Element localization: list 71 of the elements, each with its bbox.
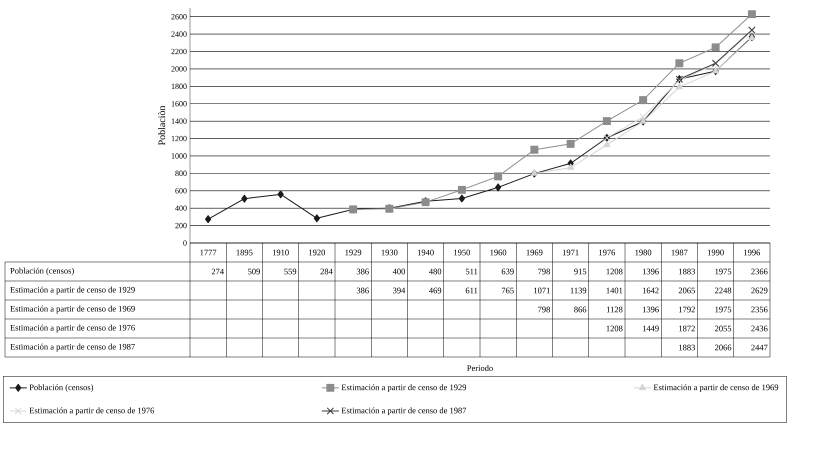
- legend-label: Estimación a partir de censo de 1976: [29, 407, 154, 416]
- data-label: 274: [212, 268, 224, 274]
- data-label: 386: [356, 268, 369, 274]
- data-label: 1642: [642, 288, 659, 294]
- x-tick-label: 1777: [200, 250, 216, 256]
- x-tick-label: 1990: [708, 250, 724, 256]
- data-label: 2447: [751, 344, 768, 350]
- data-label: 1208: [606, 268, 622, 274]
- data-label: 1139: [570, 288, 586, 294]
- x-tick-label: 1987: [672, 250, 688, 256]
- x-tick-label: 1930: [382, 250, 398, 256]
- data-label: 639: [502, 268, 514, 274]
- data-label: 386: [356, 288, 369, 294]
- data-label: 2366: [751, 268, 768, 274]
- data-label: 394: [393, 288, 406, 294]
- data-label: 2436: [751, 326, 768, 332]
- data-label: 480: [429, 268, 442, 274]
- x-tick-label: 1969: [526, 250, 543, 256]
- data-label: 1872: [679, 326, 695, 332]
- x-tick-label: 1910: [272, 250, 289, 256]
- data-label: 2356: [751, 306, 768, 312]
- x-tick-label: 1996: [744, 250, 760, 256]
- data-label: 765: [502, 288, 514, 294]
- data-label: 2066: [715, 344, 732, 350]
- data-label: 1208: [606, 326, 622, 332]
- data-label: 1975: [715, 268, 732, 274]
- x-tick-label: 1971: [562, 250, 579, 256]
- data-label: 1071: [534, 288, 550, 294]
- data-label: 400: [392, 268, 405, 274]
- legend-label: Estimación a partir de censo de 1929: [342, 384, 466, 392]
- x-tick-label: 1960: [490, 250, 506, 256]
- data-label: 1396: [642, 268, 659, 274]
- x-tick-label: 1976: [599, 250, 616, 256]
- data-label: 284: [320, 268, 333, 274]
- text: Estimación a partir de censo de 1987: [10, 344, 135, 352]
- data-label: 2629: [751, 288, 768, 294]
- x-tick-label: 1920: [309, 250, 326, 256]
- data-label: 798: [538, 306, 550, 312]
- data-label: 559: [284, 268, 296, 274]
- data-label: 2248: [715, 288, 732, 294]
- data-label: 1128: [606, 306, 622, 312]
- text: Población (censos): [10, 268, 74, 276]
- x-tick-label: 1950: [454, 250, 470, 256]
- text: Estimación a partir de censo de 1976: [10, 324, 135, 332]
- data-label: 1449: [642, 326, 659, 332]
- text: Periodo: [467, 365, 493, 371]
- data-label: 509: [248, 268, 260, 274]
- data-label: 1883: [679, 344, 695, 350]
- data-label: 469: [429, 288, 442, 294]
- data-label: 1975: [715, 306, 732, 312]
- text: Estimación a partir de censo de 1929: [10, 286, 135, 294]
- data-label: 2065: [678, 288, 695, 294]
- legend-label: Estimación a partir de censo de 1987: [342, 407, 466, 416]
- x-tick-label: 1980: [635, 250, 652, 256]
- data-label: 1396: [642, 306, 659, 312]
- legend-label: Población (censos): [29, 384, 94, 392]
- data-label: 915: [574, 268, 586, 274]
- text: Estimación a partir de censo de 1969: [10, 306, 135, 314]
- data-label: 2055: [715, 326, 732, 332]
- data-label: 798: [538, 268, 550, 274]
- x-tick-label: 1940: [418, 250, 434, 256]
- data-label: 1401: [606, 288, 622, 294]
- legend-label: Estimación a partir de censo de 1969: [654, 384, 778, 392]
- data-label: 611: [466, 288, 478, 294]
- data-label: 1792: [679, 306, 695, 312]
- y-axis-title: Poblaciòn: [158, 106, 166, 146]
- data-label: 1883: [679, 268, 695, 274]
- data-label: 511: [466, 268, 478, 274]
- x-tick-label: 1895: [236, 250, 253, 256]
- data-label: 866: [574, 306, 586, 312]
- x-tick-label: 1929: [345, 250, 362, 256]
